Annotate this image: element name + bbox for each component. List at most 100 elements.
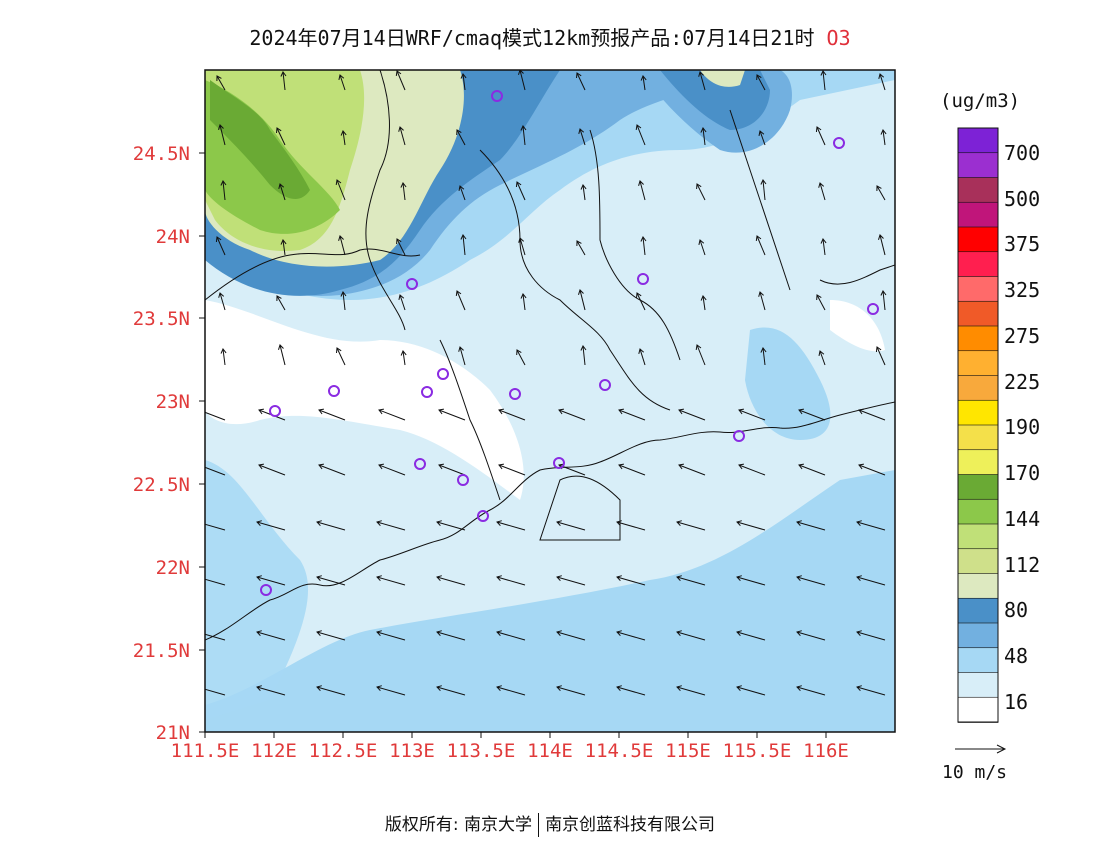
wind-arrow-head xyxy=(756,74,762,81)
wind-arrow-head xyxy=(460,73,467,79)
lon-label-9: 116E xyxy=(803,740,849,762)
wind-arrow-head xyxy=(738,463,744,470)
wind-arrow xyxy=(856,686,886,696)
wind-arrow-head xyxy=(516,349,522,356)
wind-arrow xyxy=(738,409,766,421)
wind-arrow-head xyxy=(576,72,582,79)
wind-arrow xyxy=(796,686,826,696)
wind-arrow-head xyxy=(376,630,382,637)
wind-reference-label: 10 m/s xyxy=(942,762,1008,783)
copyright-right: 南京创蓝科技有限公司 xyxy=(545,815,716,835)
wind-arrow-head xyxy=(556,685,562,692)
wind-arrow-head xyxy=(199,409,204,414)
legend-label-144: 144 xyxy=(1004,507,1041,531)
wind-arrow xyxy=(582,345,586,366)
wind-arrow xyxy=(316,576,346,586)
legend-label-16: 16 xyxy=(1004,690,1029,714)
wind-arrow xyxy=(558,409,586,421)
wind-arrow-head xyxy=(256,685,262,692)
wind-arrow-head xyxy=(576,240,582,247)
wind-arrow xyxy=(339,74,346,91)
wind-arrow-head xyxy=(676,630,682,637)
lon-label-8: 115.5E xyxy=(722,740,792,762)
wind-arrow xyxy=(762,179,766,201)
wind-arrow xyxy=(616,576,646,586)
wind-arrow xyxy=(399,126,406,146)
lat-label-3: 23N xyxy=(155,391,190,413)
concentration-field xyxy=(205,70,895,732)
lon-label-4: 113.5E xyxy=(446,740,516,762)
wind-arrow-head xyxy=(736,575,742,582)
wind-arrow-head xyxy=(618,463,624,470)
wind-arrow-head xyxy=(636,292,642,299)
wind-arrow-head xyxy=(820,238,827,244)
wind-arrow xyxy=(676,576,706,586)
wind-arrow-head xyxy=(316,520,322,527)
wind-arrow-head xyxy=(498,408,504,415)
wind-arrow xyxy=(522,293,526,311)
axis-ticks xyxy=(199,152,827,738)
wind-arrow-head xyxy=(496,685,502,692)
wind-arrow xyxy=(396,70,406,91)
wind-arrow-head xyxy=(695,344,702,350)
wind-arrow xyxy=(498,409,526,421)
wind-arrow xyxy=(258,464,286,476)
wind-arrow xyxy=(276,127,286,146)
station-marker xyxy=(328,385,340,397)
wind-arrow-head xyxy=(698,239,705,246)
wind-arrow xyxy=(496,576,526,586)
wind-arrow xyxy=(399,294,406,311)
wind-arrow-head xyxy=(460,234,467,240)
wind-arrow-head xyxy=(197,521,202,526)
wind-arrow xyxy=(856,576,886,586)
wind-arrow-head xyxy=(638,180,644,186)
wind-arrow xyxy=(819,182,826,201)
wind-arrow-head xyxy=(876,185,882,192)
wind-arrow-head xyxy=(256,630,262,637)
species-label: O3 xyxy=(826,26,851,50)
lat-label-2: 23.5N xyxy=(132,308,190,330)
wind-arrow-head xyxy=(880,129,887,135)
lon-label-6: 114.5E xyxy=(584,740,654,762)
station-marker xyxy=(833,137,845,149)
wind-arrow xyxy=(819,350,826,366)
wind-arrow xyxy=(796,576,826,586)
map-title: 2024年07月14日WRF/cmaq模式12km预报产品:07月14日21时 … xyxy=(0,22,1100,51)
wind-arrow xyxy=(205,466,226,476)
wind-arrow-head xyxy=(216,75,222,82)
copyright-line: 版权所有: 南京大学 南京创蓝科技有限公司 xyxy=(0,810,1100,837)
wind-arrow-head xyxy=(698,71,704,77)
wind-arrow xyxy=(858,409,886,421)
wind-arrow xyxy=(316,521,346,531)
wind-arrow xyxy=(858,464,886,476)
wind-arrow-head xyxy=(335,179,342,185)
legend-label-275: 275 xyxy=(1004,324,1041,348)
legend-label-112: 112 xyxy=(1004,553,1041,577)
wind-arrow-head xyxy=(616,685,622,692)
wind-arrow xyxy=(316,631,346,641)
lon-label-7: 115E xyxy=(665,740,711,762)
legend-swatch xyxy=(957,251,999,278)
wind-arrow-head xyxy=(816,294,822,301)
legend-label-80: 80 xyxy=(1004,598,1029,622)
wind-arrow-head xyxy=(278,183,285,190)
wind-arrow xyxy=(882,129,886,146)
station-marker xyxy=(477,510,489,522)
wind-arrow xyxy=(219,292,226,311)
wind-arrow xyxy=(339,235,346,256)
map-frame xyxy=(204,69,896,733)
wind-arrow-head xyxy=(220,180,227,186)
wind-arrow-head xyxy=(676,685,682,692)
legend-swatch xyxy=(957,573,999,600)
wind-arrow xyxy=(336,179,346,201)
wind-arrow-head xyxy=(336,347,342,354)
wind-arrow-head xyxy=(318,463,324,470)
wind-arrow xyxy=(222,348,226,366)
legend-frame xyxy=(957,127,999,723)
wind-arrow xyxy=(205,633,226,641)
wind-arrow xyxy=(496,631,526,641)
wind-arrow xyxy=(318,409,346,421)
legend-label-170: 170 xyxy=(1004,461,1041,485)
wind-arrow xyxy=(436,576,466,586)
wind-arrow-head xyxy=(518,237,525,243)
